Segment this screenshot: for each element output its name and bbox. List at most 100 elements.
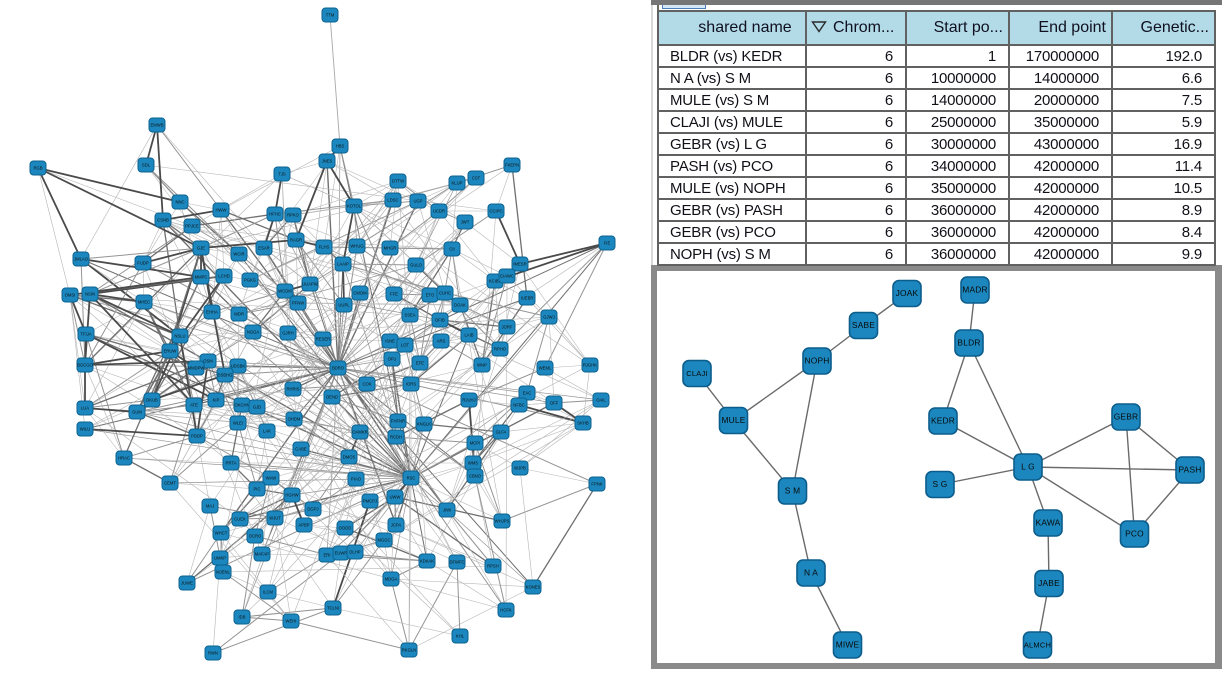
svg-text:GJD: GJD	[253, 405, 261, 410]
svg-text:WDR: WDR	[234, 312, 244, 317]
svg-text:LAAIP: LAAIP	[337, 262, 349, 267]
svg-text:NOPH: NOPH	[805, 356, 830, 366]
svg-text:WHUG: WHUG	[350, 244, 363, 249]
svg-text:JWT: JWT	[461, 220, 470, 225]
svg-text:HCFK: HCFK	[500, 608, 512, 613]
svg-text:CEMT: CEMT	[164, 481, 176, 486]
svg-text:DTTW: DTTW	[392, 179, 404, 184]
svg-text:TJS: TJS	[278, 172, 286, 177]
svg-text:IMESR: IMESR	[513, 262, 526, 267]
svg-text:IDB: IDB	[239, 615, 246, 620]
svg-text:NSIN: NSIN	[85, 292, 95, 297]
svg-text:RPSH: RPSH	[487, 564, 499, 569]
svg-text:PCO: PCO	[1125, 529, 1144, 539]
svg-text:UUPL: UUPL	[338, 303, 350, 308]
svg-text:TCLNI: TCLNI	[327, 606, 339, 611]
svg-text:RJGHK: RJGHK	[583, 363, 597, 368]
svg-text:NFBC: NFBC	[513, 403, 524, 408]
svg-text:EHHA: EHHA	[206, 310, 218, 315]
svg-text:WJPB: WJPB	[514, 466, 526, 471]
svg-text:OOOD: OOOD	[339, 526, 352, 531]
svg-text:RAGR: RAGR	[290, 238, 302, 243]
svg-text:WNP: WNP	[477, 363, 487, 368]
svg-text:FHFNR: FHFNR	[391, 419, 405, 424]
svg-text:WEML: WEML	[539, 366, 552, 371]
svg-text:HBS: HBS	[336, 144, 345, 149]
svg-text:OHDM: OHDM	[288, 417, 301, 422]
svg-text:WAW: WAW	[266, 476, 276, 481]
svg-text:ESAR: ESAR	[258, 246, 269, 251]
svg-text:FUDP: FUDP	[137, 261, 149, 266]
svg-text:IORS: IORS	[406, 382, 416, 387]
svg-text:ISNE: ISNE	[385, 339, 395, 344]
svg-text:OEND: OEND	[326, 395, 338, 400]
svg-text:WLEI: WLEI	[233, 421, 243, 426]
svg-text:UMKP: UMKP	[214, 556, 226, 561]
svg-text:OMSI: OMSI	[65, 293, 76, 298]
svg-text:PMCPJ: PMCPJ	[363, 499, 377, 504]
svg-text:ALMCH: ALMCH	[1024, 641, 1051, 650]
svg-text:GULO: GULO	[410, 263, 423, 268]
svg-text:OAMKR: OAMKR	[352, 430, 367, 435]
svg-text:MJENL: MJENL	[216, 570, 230, 575]
svg-text:HRAC: HRAC	[118, 456, 130, 461]
svg-text:WHCT: WHCT	[215, 531, 228, 536]
svg-text:CUEK: CUEK	[234, 517, 246, 522]
svg-text:UCDR: UCDR	[433, 209, 445, 214]
svg-text:CST: CST	[472, 176, 481, 181]
svg-text:ATE: ATE	[190, 403, 198, 408]
svg-text:CABE: CABE	[295, 447, 307, 452]
svg-text:JNES: JNES	[322, 159, 333, 164]
svg-text:MDGA: MDGA	[385, 577, 398, 582]
svg-text:JIWI: JIWI	[443, 508, 451, 513]
svg-text:RHRIS: RHRIS	[286, 387, 299, 392]
svg-text:DMOS: DMOS	[343, 455, 356, 460]
svg-text:MCPI: MCPI	[470, 441, 480, 446]
svg-text:LUA: LUA	[81, 406, 89, 411]
svg-text:FLHS: FLHS	[319, 245, 330, 250]
svg-text:KONES: KONES	[526, 585, 541, 590]
svg-text:COK: COK	[362, 382, 371, 387]
svg-text:MHGR: MHGR	[384, 246, 397, 251]
svg-text:MHEC: MHEC	[138, 300, 150, 305]
svg-text:RESER: RESER	[316, 337, 330, 342]
svg-text:WCDM: WCDM	[278, 289, 292, 294]
svg-text:GEBR: GEBR	[1114, 412, 1139, 422]
svg-text:LCHD: LCHD	[218, 274, 229, 279]
svg-text:MMPC: MMPC	[195, 275, 208, 280]
svg-text:DGPJ: DGPJ	[307, 507, 318, 512]
svg-text:KAWA: KAWA	[1036, 518, 1061, 528]
svg-text:KOTOL: KOTOL	[347, 204, 362, 209]
svg-text:CUHC: CUHC	[439, 291, 451, 296]
svg-text:MAJ: MAJ	[206, 504, 214, 509]
svg-text:CII: CII	[449, 247, 454, 252]
svg-text:IUEBR: IUEBR	[521, 296, 534, 301]
svg-text:PIC: PIC	[254, 487, 261, 492]
svg-text:DFWFC: DFWFC	[449, 560, 464, 565]
svg-text:LDSC: LDSC	[387, 198, 398, 203]
svg-text:RGB: RGB	[33, 166, 42, 171]
svg-text:GUM: GUM	[132, 410, 142, 415]
svg-text:ERUW: ERUW	[164, 349, 177, 354]
svg-text:S M: S M	[785, 486, 801, 496]
svg-text:LAK: LAK	[263, 429, 271, 434]
svg-text:JMLAO: JMLAO	[74, 257, 89, 262]
svg-text:BDRO: BDRO	[332, 366, 345, 371]
svg-text:RPHO: RPHO	[494, 347, 507, 352]
svg-text:MGGC: MGGC	[377, 538, 390, 543]
svg-text:CSNB: CSNB	[157, 218, 169, 223]
svg-text:FFE: FFE	[390, 292, 398, 297]
svg-text:FIE: FIE	[604, 241, 611, 246]
svg-text:HGHW: HGHW	[285, 493, 298, 498]
svg-text:CCIPC: CCIPC	[489, 209, 502, 214]
svg-text:DSBHG: DSBHG	[218, 373, 233, 378]
svg-text:EUWR: EUWR	[335, 551, 348, 556]
svg-text:GLFA: GLFA	[496, 430, 507, 435]
svg-text:HWW: HWW	[216, 208, 227, 213]
svg-text:UUAPW: UUAPW	[302, 282, 318, 287]
svg-text:KDKAK: KDKAK	[420, 559, 434, 564]
svg-text:OKCHN: OKCHN	[234, 403, 249, 408]
svg-text:OCRO: OCRO	[249, 534, 262, 539]
svg-text:SABE: SABE	[852, 320, 875, 330]
svg-text:KEDR: KEDR	[931, 416, 955, 426]
